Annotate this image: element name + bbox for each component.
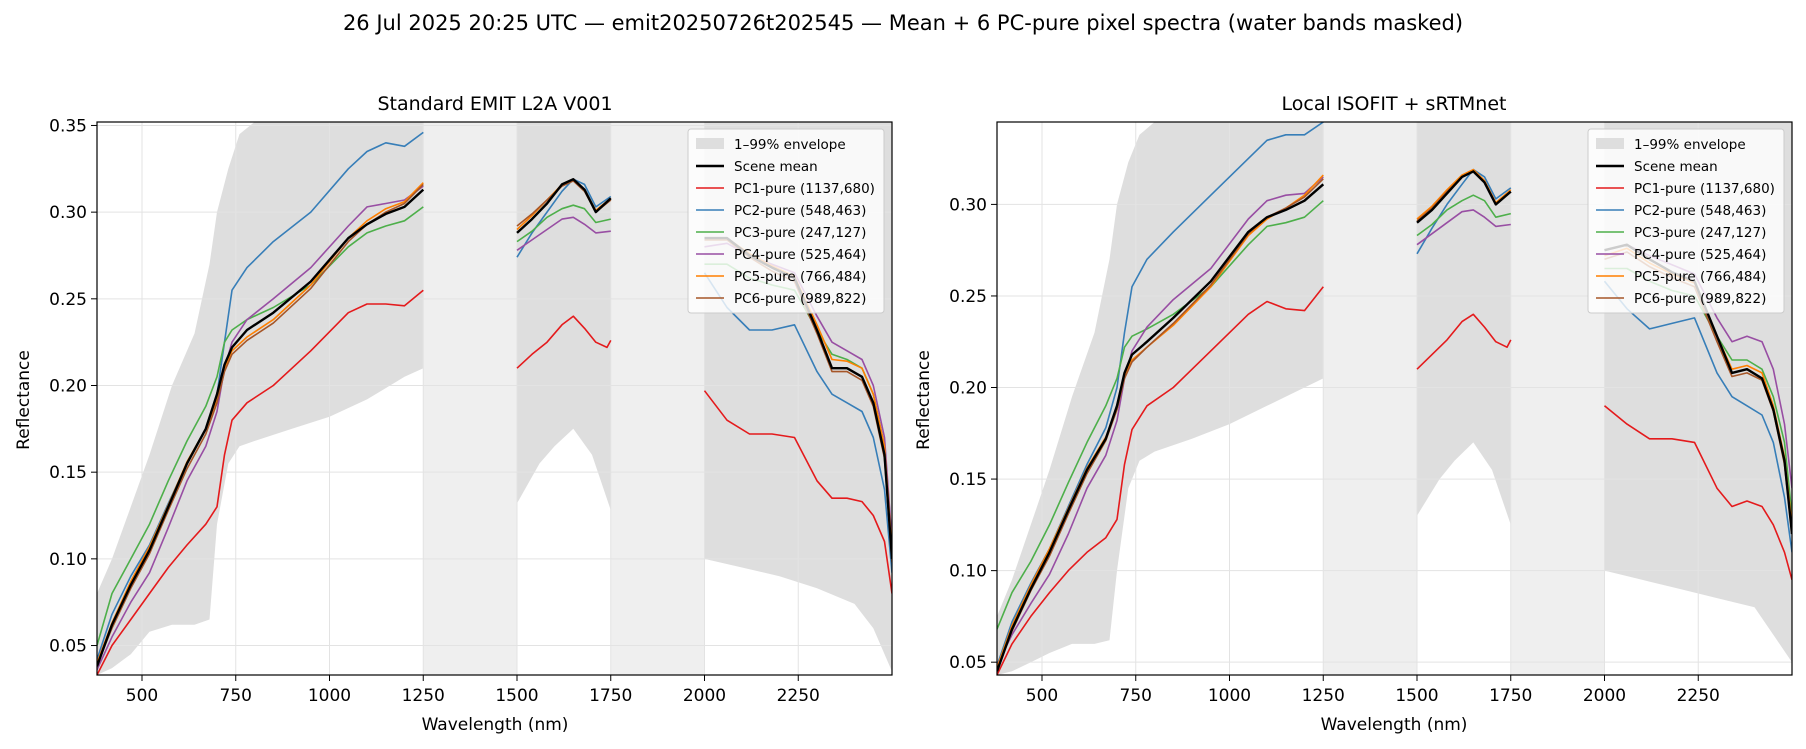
- x-tick-label: 500: [126, 686, 158, 706]
- series-line-pc5-segment-1: [97, 182, 424, 664]
- right-panel-title: Local ISOFIT + sRTMnet: [1282, 93, 1507, 115]
- legend-label: 1–99% envelope: [734, 137, 846, 153]
- legend-label: PC2-pure (548,463): [734, 203, 866, 219]
- left-panel-xlabel: Wavelength (nm): [422, 715, 569, 735]
- x-tick-label: 1750: [589, 686, 632, 706]
- x-tick-label: 2000: [683, 686, 726, 706]
- x-tick-label: 2250: [777, 686, 820, 706]
- y-tick-label: 0.10: [49, 550, 87, 570]
- x-tick-label: 750: [220, 686, 252, 706]
- y-tick-label: 0.25: [49, 290, 87, 310]
- x-tick-label: 750: [1120, 686, 1152, 706]
- x-tick-label: 1000: [308, 686, 351, 706]
- x-tick-label: 1250: [402, 686, 445, 706]
- series-line-mean-segment-1: [997, 183, 1325, 672]
- series-line-pc3-segment-1: [997, 200, 1324, 630]
- y-tick-label: 0.05: [49, 637, 87, 657]
- series-line-mean-segment-2: [516, 177, 612, 234]
- series-line-mean-segment-2: [1416, 170, 1512, 224]
- masked-water-band-1: [423, 122, 517, 675]
- legend-label: Scene mean: [1634, 159, 1718, 175]
- y-tick-label: 0.15: [949, 470, 987, 490]
- series-line-pc3-segment-1: [97, 206, 424, 646]
- x-tick-label: 2250: [1677, 686, 1720, 706]
- legend-label: Scene mean: [734, 159, 818, 175]
- left-legend: 1–99% envelope Scene mean PC1-pure (1137,6…: [687, 128, 885, 314]
- series-line-pc2-segment-1: [97, 131, 424, 660]
- series-line-mean-segment-1: [97, 188, 425, 667]
- series-line-pc2-segment-3: [703, 272, 892, 573]
- series-line-pc2-segment-3: [1603, 280, 1792, 553]
- x-tick-label: 1500: [495, 686, 538, 706]
- series-line-pc1-segment-3: [703, 390, 892, 594]
- legend-label: PC6-pure (989,822): [1634, 291, 1766, 307]
- left-panel: Standard EMIT L2A V001 Wavelength (nm) R…: [14, 93, 893, 735]
- legend-frame: [687, 128, 885, 314]
- legend-frame: [1587, 128, 1785, 314]
- left-axes-frame: [96, 121, 893, 676]
- right-panel-ylabel: Reflectance: [914, 350, 934, 450]
- series-line-pc3-segment-2: [516, 204, 611, 243]
- y-tick-label: 0.20: [949, 379, 987, 399]
- x-tick-label: 500: [1026, 686, 1058, 706]
- series-line-pc4-segment-2: [1416, 209, 1511, 246]
- legend-label: PC4-pure (525,464): [1634, 247, 1766, 263]
- legend-label: PC5-pure (766,484): [1634, 269, 1766, 285]
- x-tick-label: 1000: [1208, 686, 1251, 706]
- legend-label: PC3-pure (247,127): [734, 225, 866, 241]
- y-tick-label: 0.20: [49, 376, 87, 396]
- series-line-pc1-segment-1: [97, 289, 424, 675]
- y-tick-label: 0.30: [49, 203, 87, 223]
- series-line-pc1-segment-1: [997, 286, 1324, 675]
- x-tick-label: 2000: [1583, 686, 1626, 706]
- right-panel-xlabel: Wavelength (nm): [1321, 715, 1468, 735]
- series-line-pc4-segment-2: [516, 216, 611, 251]
- series-line-pc1-segment-2: [516, 315, 612, 369]
- x-tick-label: 1250: [1302, 686, 1345, 706]
- left-panel-ylabel: Reflectance: [14, 350, 34, 450]
- legend-label: 1–99% envelope: [1634, 137, 1746, 153]
- y-tick-label: 0.15: [49, 463, 87, 483]
- right-axes-frame: [996, 121, 1793, 676]
- legend-label: PC3-pure (247,127): [1634, 225, 1766, 241]
- series-line-pc2-segment-2: [1416, 168, 1512, 255]
- y-tick-label: 0.10: [949, 562, 987, 582]
- y-tick-label: 0.35: [49, 116, 87, 136]
- left-panel-title: Standard EMIT L2A V001: [377, 93, 612, 115]
- legend-label: PC5-pure (766,484): [734, 269, 866, 285]
- right-legend: 1–99% envelope Scene mean PC1-pure (1137,6…: [1587, 128, 1785, 314]
- series-line-pc1-segment-3: [1603, 405, 1792, 581]
- legend-label: PC2-pure (548,463): [1634, 203, 1766, 219]
- legend-swatch-envelope: [696, 138, 724, 149]
- y-tick-label: 0.30: [949, 195, 987, 215]
- y-tick-label: 0.25: [949, 287, 987, 307]
- masked-water-band-1: [1323, 122, 1417, 675]
- right-panel: Local ISOFIT + sRTMnet Wavelength (nm) R…: [914, 93, 1793, 735]
- envelope-region-2: [517, 122, 611, 511]
- legend-label: PC4-pure (525,464): [734, 247, 866, 263]
- legend-swatch-envelope: [1596, 138, 1624, 149]
- envelope-region-1: [97, 122, 424, 675]
- legend-label: PC6-pure (989,822): [734, 291, 866, 307]
- legend-label: PC1-pure (1137,680): [1634, 181, 1775, 197]
- y-tick-label: 0.05: [949, 653, 987, 673]
- legend-label: PC1-pure (1137,680): [734, 181, 875, 197]
- x-tick-label: 1500: [1395, 686, 1438, 706]
- envelope-region-1: [997, 122, 1324, 675]
- series-line-pc1-segment-2: [1416, 313, 1512, 370]
- x-tick-label: 1750: [1489, 686, 1532, 706]
- series-line-pc3-segment-2: [1416, 194, 1511, 237]
- figure-title: 26 Jul 2025 20:25 UTC — emit20250726t202…: [343, 11, 1463, 35]
- envelope-region-2: [1417, 122, 1511, 525]
